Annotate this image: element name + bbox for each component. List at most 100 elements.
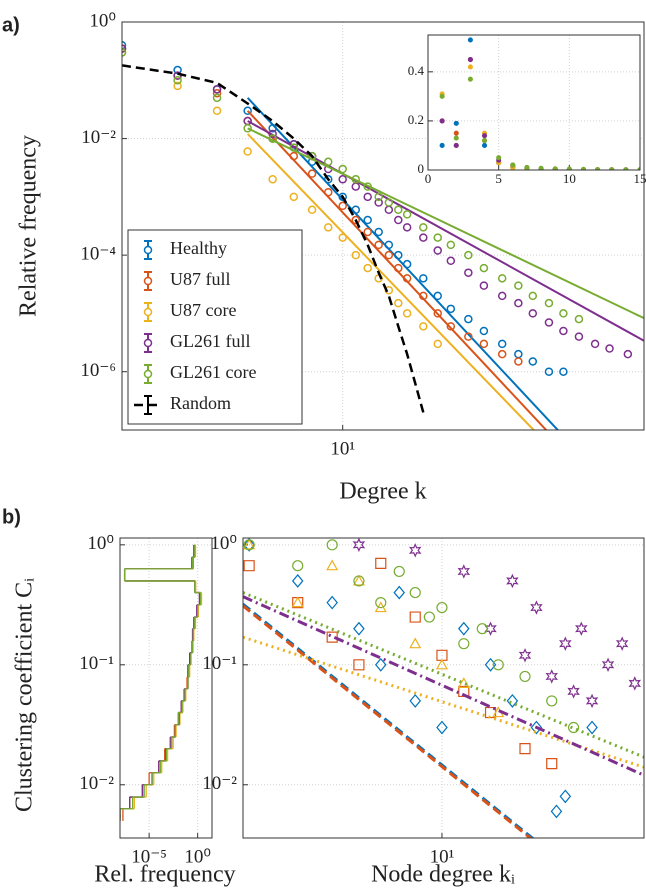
legend-marker xyxy=(143,307,153,317)
marker xyxy=(409,611,421,623)
axes-frame xyxy=(242,537,645,839)
marker xyxy=(419,233,428,242)
y-tick-label: 10⁻⁶ xyxy=(80,360,116,381)
marker xyxy=(384,240,394,250)
marker xyxy=(212,85,222,94)
marker xyxy=(363,227,372,237)
marker xyxy=(566,166,572,170)
fit-line xyxy=(246,133,536,430)
marker xyxy=(615,636,629,651)
y-tick-label: 10⁻¹ xyxy=(79,653,114,674)
marker xyxy=(506,573,519,589)
marker xyxy=(545,669,558,684)
marker xyxy=(338,164,347,174)
marker xyxy=(268,129,277,139)
marker xyxy=(481,133,488,139)
x-tick-label: 10¹ xyxy=(430,846,455,867)
panel-label: a) xyxy=(2,14,20,36)
marker xyxy=(324,157,333,167)
marker xyxy=(458,621,470,636)
marker xyxy=(458,638,470,650)
marker xyxy=(363,215,372,225)
marker xyxy=(467,37,473,43)
marker xyxy=(436,601,448,614)
marker xyxy=(324,187,333,197)
fit-line xyxy=(247,120,644,342)
panel-label: b) xyxy=(2,506,21,528)
marker xyxy=(353,621,365,636)
legend-label: GL261 full xyxy=(170,331,251,351)
y-tick-label: 10⁰ xyxy=(87,533,114,554)
fit-line xyxy=(243,595,644,777)
marker xyxy=(173,76,182,85)
marker xyxy=(409,637,422,649)
marker xyxy=(574,332,584,341)
marker xyxy=(212,88,222,98)
marker xyxy=(289,143,299,152)
marker xyxy=(384,198,394,207)
plot-area xyxy=(243,538,644,838)
marker xyxy=(628,676,642,691)
marker xyxy=(559,326,568,336)
marker xyxy=(351,175,361,184)
marker xyxy=(544,318,554,327)
marker xyxy=(453,130,459,136)
marker xyxy=(436,649,448,661)
marker xyxy=(518,648,532,663)
marker xyxy=(394,205,403,215)
x-axis-label: Node degree kᵢ xyxy=(371,862,515,888)
marker xyxy=(464,314,473,324)
marker xyxy=(173,81,182,91)
x-axis-label: Degree k xyxy=(339,479,426,505)
marker xyxy=(419,291,428,301)
marker xyxy=(453,135,459,141)
marker xyxy=(394,250,403,260)
marker xyxy=(352,574,365,586)
marker xyxy=(351,205,361,215)
marker xyxy=(243,106,252,116)
marker xyxy=(402,223,412,232)
marker xyxy=(363,192,372,202)
legend-label: U87 core xyxy=(170,300,236,320)
marker xyxy=(479,263,489,273)
marker xyxy=(481,142,488,149)
marker xyxy=(435,658,448,670)
marker xyxy=(514,298,523,308)
marker xyxy=(122,40,127,50)
marker xyxy=(419,274,428,283)
marker xyxy=(338,233,347,242)
marker xyxy=(268,134,277,143)
marker xyxy=(467,76,473,82)
marker xyxy=(326,595,338,610)
marker xyxy=(402,274,412,283)
axes-frame xyxy=(119,537,213,839)
marker xyxy=(476,623,488,635)
marker xyxy=(585,693,599,709)
marker xyxy=(243,538,255,552)
marker xyxy=(623,349,633,359)
legend-label: Healthy xyxy=(170,238,227,258)
fit-line xyxy=(243,604,533,838)
marker xyxy=(374,227,383,237)
x-tick-label: 0 xyxy=(425,171,432,186)
marker xyxy=(374,198,383,207)
marker xyxy=(338,175,347,184)
marker xyxy=(374,240,383,250)
marker xyxy=(519,743,531,755)
marker xyxy=(479,281,489,290)
y-tick-label: 0.2 xyxy=(408,112,424,127)
marker xyxy=(492,659,504,671)
marker xyxy=(467,64,473,70)
marker xyxy=(243,560,255,572)
plot-area xyxy=(120,544,203,821)
marker xyxy=(544,298,554,308)
marker xyxy=(510,162,516,168)
y-tick-label: 10⁻⁴ xyxy=(80,244,116,265)
marker xyxy=(394,298,403,308)
marker xyxy=(575,621,588,636)
axes-frame xyxy=(121,21,645,431)
legend-marker xyxy=(143,338,153,348)
marker xyxy=(439,142,445,149)
marker xyxy=(291,574,304,588)
marker xyxy=(464,268,473,277)
